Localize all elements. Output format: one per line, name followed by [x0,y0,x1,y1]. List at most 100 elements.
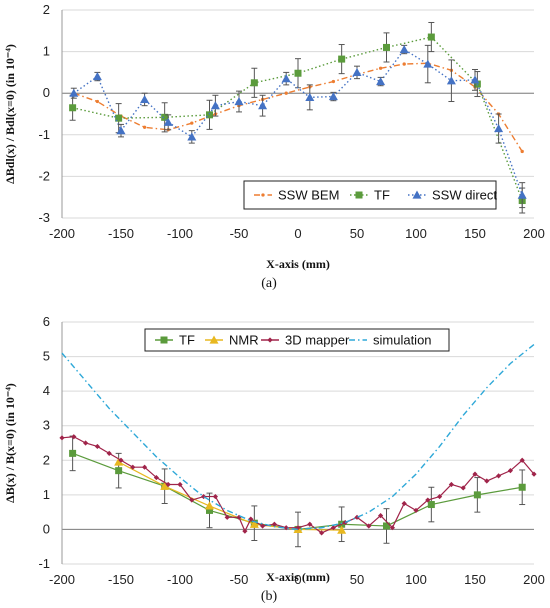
legend-label: SSW BEM [278,188,339,203]
x-tick-label: 50 [350,226,364,241]
data-point [520,149,524,154]
x-tick-label: 150 [464,226,486,241]
legend-box [243,180,497,210]
data-point [389,525,395,531]
legend: SSW BEM TF SSW direct [243,180,497,210]
y-tick-label: 0 [43,521,50,536]
series-line [61,343,535,531]
x-tick-label: -100 [167,226,193,241]
data-point [118,457,124,463]
data-point [248,516,254,522]
data-point [94,443,100,450]
legend-label: SSW direct [432,188,497,203]
y-tick-label: 1 [43,487,50,502]
data-point [69,104,77,112]
data-point [338,55,346,63]
data-point [402,62,406,66]
x-tick-label: 150 [464,572,486,587]
data-point [106,450,112,456]
x-tick-label: -150 [108,572,134,587]
data-point [460,485,466,491]
data-point [328,92,338,101]
data-point [294,69,302,77]
y-tick-label: 5 [43,349,50,364]
data-point [383,522,390,530]
data-point [376,77,386,86]
data-point [473,491,481,499]
data-point [448,481,454,488]
x-tick-label: -200 [49,226,75,241]
x-tick-label: -150 [108,226,134,241]
data-point [250,79,258,87]
data-point [142,464,148,470]
data-point [69,449,77,457]
data-point [190,121,194,125]
data-point [130,464,136,470]
legend-label: simulation [373,333,432,348]
data-point [484,478,490,484]
data-point [210,101,220,110]
y-tick-label: 2 [43,2,50,17]
chart-a: -3 -2 -1 0 1 2 -200 -150 -100 -50 0 50 100 150 200 X-ax… [3,2,545,291]
legend-marker [160,336,168,344]
x-tick-label: -50 [230,572,249,587]
y-tick-label: 3 [43,418,50,433]
data-point [71,434,77,440]
data-point [423,59,433,68]
data-point [472,471,478,477]
data-point [163,117,173,126]
data-point [187,132,197,141]
data-point [494,124,504,133]
data-point [177,481,183,488]
x-tick-label: 0 [294,226,301,241]
data-point [413,507,419,514]
chart-b: -1 0 1 2 3 4 5 6 -200 -150 -100 -50 0 50 100 150 200 X-ax… [3,314,545,604]
data-point [59,435,65,441]
legend-label: 3D mapper [285,333,350,348]
data-point [305,92,315,101]
data-point [319,530,325,536]
data-point [205,501,214,510]
y-tick-label: 2 [43,452,50,467]
data-point [115,467,123,475]
data-point [284,91,288,95]
data-point [271,521,277,527]
data-point [249,519,259,528]
legend-marker [355,191,363,199]
data-point [224,514,230,520]
data-point [189,497,195,503]
y-tick-label: -1 [38,127,50,142]
data-point [140,94,150,104]
data-point [531,471,537,477]
legend-marker [209,335,219,344]
figure-caption: (b) [261,589,278,604]
legend-box [144,328,450,352]
data-point [142,125,147,129]
data-point [206,111,213,119]
x-tick-label: 200 [523,226,545,241]
series-line [73,62,523,152]
series-line [73,48,523,196]
data-point [92,72,102,81]
data-point [383,43,390,51]
legend-marker [267,337,273,343]
y-tick-label: -3 [38,210,50,225]
data-point [116,126,126,135]
x-axis-label: X-axis (mm) [266,257,330,271]
x-tick-label: -100 [167,572,193,587]
y-tick-label: -2 [38,168,50,183]
x-tick-label: 100 [405,572,427,587]
legend-marker [412,190,422,199]
data-point [378,513,384,519]
data-point [165,481,171,488]
data-point [378,66,383,70]
data-point [507,468,513,474]
data-point [281,74,291,83]
data-point [425,497,431,503]
data-point [234,97,244,106]
series-nmr [114,457,347,534]
legend-label: NMR [229,333,259,348]
data-point [401,500,407,507]
data-point [517,190,527,199]
